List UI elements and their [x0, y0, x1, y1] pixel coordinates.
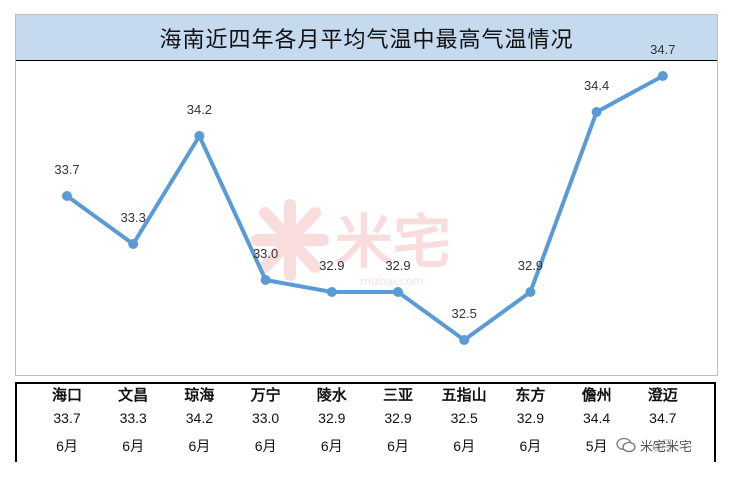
table-value-cell: 34.4 — [582, 410, 611, 426]
brand-badge: 米宅米宅 — [612, 434, 697, 456]
data-label: 32.9 — [518, 258, 543, 273]
wechat-icon — [616, 437, 636, 453]
data-label: 33.7 — [54, 162, 79, 177]
series-layer: 33.7 33.3 34.2 33.0 32.9 32.9 32.5 32.9 34.4 34.7 — [54, 42, 675, 345]
chart-frame: 海南近四年各月平均气温中最高气温情况 — [15, 14, 718, 376]
data-point — [393, 287, 403, 297]
table-month-cell: 6月 — [519, 438, 542, 454]
table-value-cell: 34.2 — [185, 410, 214, 426]
table-city-cell: 万宁 — [250, 386, 281, 404]
data-point — [128, 239, 139, 249]
chart-title-bar: 海南近四年各月平均气温中最高气温情况 — [16, 15, 717, 61]
table-city-cell: 澄迈 — [647, 386, 678, 404]
watermark-url: mizhai.com — [360, 275, 424, 288]
table-city-cell: 海口 — [51, 386, 82, 404]
table-month-cell: 6月 — [254, 438, 277, 454]
table-value-cell: 32.9 — [516, 410, 545, 426]
brand-text: 米宅米宅 — [640, 439, 693, 455]
data-label: 34.2 — [187, 102, 212, 117]
table-value-cell: 32.5 — [450, 410, 478, 426]
data-label: 33.0 — [253, 246, 278, 261]
table-city-cell: 三亚 — [382, 386, 413, 404]
table-month-cell: 6月 — [56, 438, 78, 454]
data-point — [657, 71, 668, 81]
table-value-cell: 32.9 — [384, 410, 412, 426]
table-month-cell: 6月 — [320, 438, 343, 454]
data-point — [260, 275, 271, 285]
data-point — [459, 335, 470, 345]
data-label: 34.7 — [650, 42, 675, 57]
watermark-logo-icon — [251, 199, 329, 281]
data-label: 34.4 — [584, 78, 609, 93]
table-city-cell: 文昌 — [118, 386, 149, 404]
watermark: 米宅 mizhai.com — [245, 195, 525, 290]
table-city-cell: 五指山 — [441, 386, 487, 404]
table-city-cell: 陵水 — [316, 386, 347, 404]
table-value-cell: 33.3 — [119, 410, 147, 426]
data-label: 32.5 — [452, 306, 477, 321]
table-value-cell: 32.9 — [318, 410, 346, 426]
data-label: 33.3 — [121, 210, 146, 225]
series-line — [65, 74, 664, 342]
table-city-cell: 琼海 — [184, 386, 215, 404]
data-point — [62, 191, 72, 201]
data-point — [194, 131, 205, 141]
table-value-cell: 34.7 — [649, 410, 677, 426]
table-month-cell: 6月 — [453, 438, 476, 454]
data-table: 海口 33.7 6月 文昌 33.3 6月 琼海 34.2 6月 万宁 33.0 6月 陵水 32.9 6月… — [15, 382, 716, 462]
table-value-cell: 33.0 — [251, 410, 280, 426]
data-label: 32.9 — [319, 258, 344, 273]
table-month-cell: 6月 — [122, 438, 145, 454]
table-city-cell: 儋州 — [581, 386, 612, 404]
data-point — [326, 287, 337, 297]
table-month-cell: 5月 — [585, 438, 608, 454]
data-point — [591, 107, 602, 117]
table-month-cell: 6月 — [387, 438, 409, 454]
chart-title: 海南近四年各月平均气温中最高气温情况 — [159, 27, 574, 53]
data-label: 32.9 — [385, 258, 410, 273]
table-value-cell: 33.7 — [53, 410, 81, 426]
table-month-cell: 6月 — [188, 438, 211, 454]
watermark-text: 米宅 — [335, 208, 452, 276]
table-city-cell: 东方 — [515, 386, 546, 404]
data-point — [525, 287, 536, 297]
